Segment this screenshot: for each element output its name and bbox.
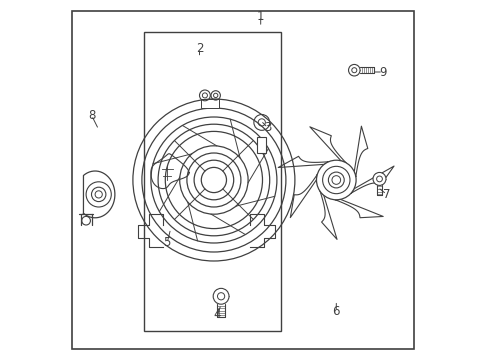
Circle shape — [86, 182, 111, 207]
Bar — [257, 137, 265, 153]
Text: 2: 2 — [195, 42, 203, 55]
Circle shape — [348, 64, 359, 76]
Text: 5: 5 — [163, 237, 170, 249]
Text: 9: 9 — [379, 66, 386, 78]
Text: 3: 3 — [264, 121, 271, 134]
Circle shape — [213, 288, 228, 304]
Text: 7: 7 — [382, 188, 389, 201]
Bar — [143, 32, 280, 331]
Text: 6: 6 — [332, 305, 339, 318]
Bar — [201, 99, 219, 108]
Text: 4: 4 — [213, 309, 221, 321]
Text: 8: 8 — [88, 109, 95, 122]
Text: 1: 1 — [256, 10, 264, 23]
Circle shape — [372, 172, 385, 185]
Circle shape — [316, 160, 355, 200]
